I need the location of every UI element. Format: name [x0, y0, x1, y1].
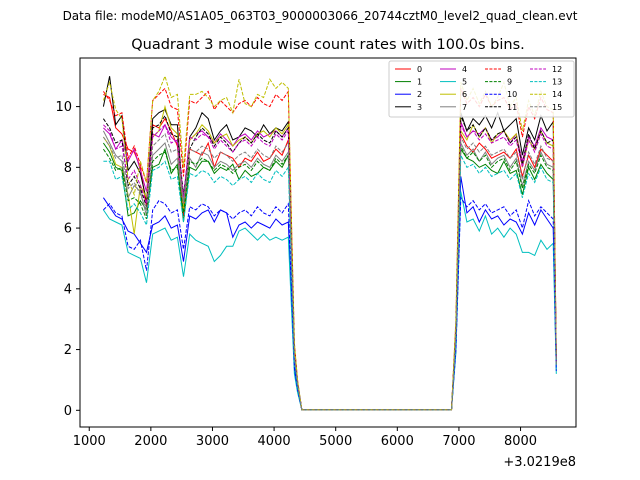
y-tick-label: 10 [55, 100, 72, 115]
series-line-14 [102, 74, 557, 411]
legend-label-8: 8 [507, 65, 512, 74]
legend-label-2: 2 [417, 90, 422, 99]
axes-layer: 1000 2000 3000 4000 5000 6000 7000 80000246810+… [55, 57, 577, 470]
x-offset-label: +3.0219e8 [503, 455, 576, 470]
legend-label-5: 5 [462, 78, 467, 87]
x-tick-label: 2000 [134, 434, 167, 449]
chart-title: Quadrant 3 module wise count rates with … [131, 37, 525, 53]
series-line-1 [102, 142, 557, 411]
suptitle: Data file: modeM0/AS1A05_063T03_90000030… [63, 9, 578, 23]
legend-label-14: 14 [552, 90, 562, 99]
series-line-15 [102, 132, 557, 411]
legend-box [388, 60, 575, 118]
legend-label-4: 4 [462, 65, 467, 74]
axes-frame [79, 57, 577, 428]
x-tick-label: 3000 [196, 434, 229, 449]
y-tick-label: 4 [64, 282, 72, 297]
y-tick-label: 8 [64, 161, 72, 176]
legend-label-15: 15 [552, 103, 562, 112]
x-tick-label: 6000 [381, 434, 414, 449]
series-line-9 [102, 145, 557, 411]
legend-label-3: 3 [417, 103, 422, 112]
legend-label-7: 7 [462, 103, 467, 112]
legend-label-1: 1 [417, 78, 422, 87]
series-line-5 [102, 191, 557, 411]
x-tick-label: 8000 [504, 434, 537, 449]
legend-label-10: 10 [507, 90, 517, 99]
series-line-10 [103, 196, 557, 411]
series-line-3 [102, 76, 557, 411]
y-tick-label: 6 [64, 222, 72, 237]
x-tick-label: 7000 [442, 434, 475, 449]
series-line-13 [103, 154, 557, 411]
series-line-11 [102, 114, 557, 411]
legend-label-11: 11 [507, 103, 517, 112]
legend-label-0: 0 [417, 65, 422, 74]
legend-label-9: 9 [507, 78, 512, 87]
x-tick-label: 1000 [73, 434, 106, 449]
series-line-4 [103, 121, 557, 411]
legend-label-12: 12 [552, 65, 562, 74]
series-layer [102, 74, 557, 411]
series-line-2 [102, 176, 557, 411]
legend-label-6: 6 [462, 90, 467, 99]
y-tick-label: 0 [64, 404, 72, 419]
x-tick-label: 5000 [319, 434, 352, 449]
series-line-0 [103, 93, 557, 411]
y-tick-label: 2 [64, 343, 72, 358]
legend-label-13: 13 [552, 78, 562, 87]
x-tick-label: 4000 [258, 434, 291, 449]
